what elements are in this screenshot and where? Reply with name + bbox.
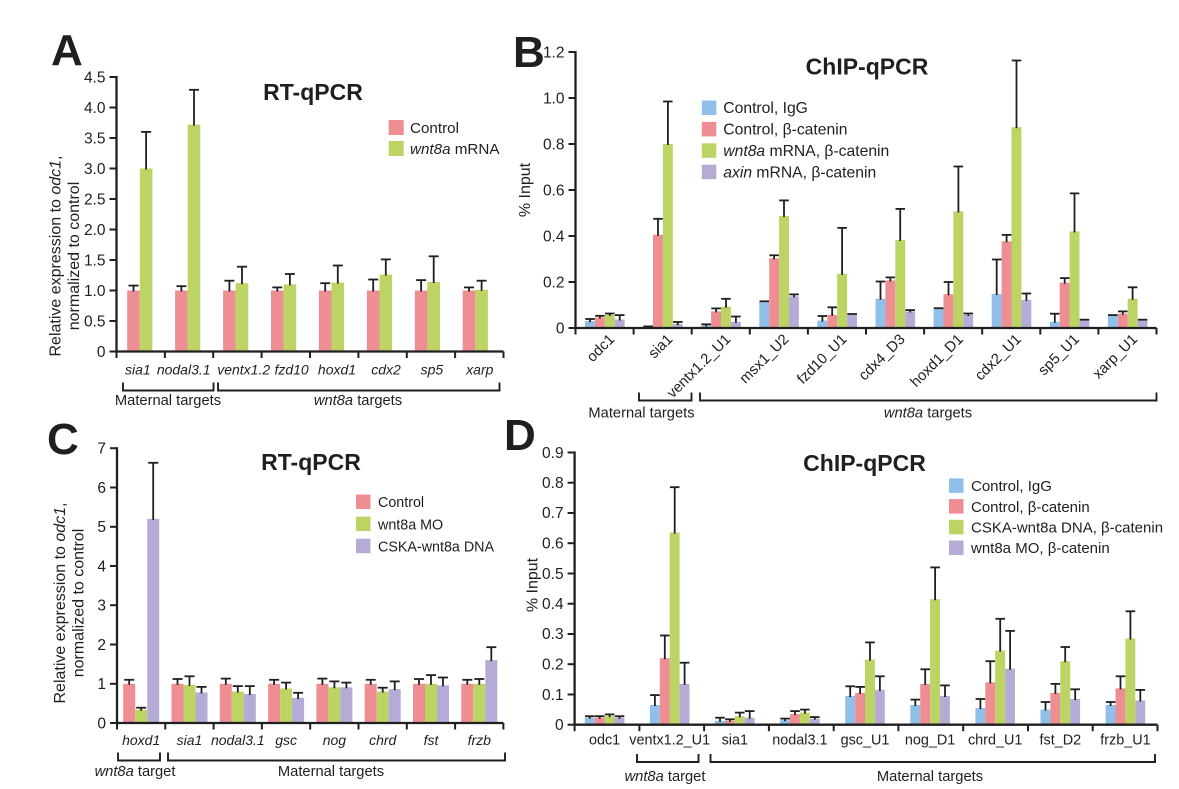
svg-text:wnt8a mRNA: wnt8a mRNA <box>410 141 500 158</box>
svg-text:0.7: 0.7 <box>542 505 564 522</box>
svg-text:0: 0 <box>556 320 565 337</box>
svg-text:wnt8a MO, β-catenin: wnt8a MO, β-catenin <box>970 540 1110 557</box>
svg-text:1.5: 1.5 <box>84 252 106 269</box>
svg-text:0: 0 <box>97 344 106 361</box>
svg-text:wnt8a target: wnt8a target <box>95 764 176 780</box>
svg-text:chrd_U1: chrd_U1 <box>968 733 1022 749</box>
svg-text:sia1: sia1 <box>722 733 748 749</box>
svg-text:0.2: 0.2 <box>542 657 564 674</box>
svg-text:wnt8a targets: wnt8a targets <box>884 406 972 422</box>
svg-text:ventx1.2: ventx1.2 <box>217 362 270 378</box>
svg-text:2: 2 <box>97 637 106 654</box>
svg-text:wnt8a targets: wnt8a targets <box>314 393 402 409</box>
svg-text:Relative expression to odc1,: Relative expression to odc1, <box>48 155 65 356</box>
svg-text:Control, β-catenin: Control, β-catenin <box>723 122 847 139</box>
svg-text:4.0: 4.0 <box>84 100 106 117</box>
svg-text:nog_D1: nog_D1 <box>905 733 955 749</box>
svg-text:2.0: 2.0 <box>84 222 106 239</box>
svg-text:Relative expression to odc1,: Relative expression to odc1, <box>52 502 69 703</box>
svg-text:nodal3.1: nodal3.1 <box>211 732 265 748</box>
svg-text:fst: fst <box>424 732 440 748</box>
svg-text:wnt8a MO: wnt8a MO <box>377 517 443 533</box>
svg-text:ChIP-qPCR: ChIP-qPCR <box>806 54 929 80</box>
svg-text:ChIP-qPCR: ChIP-qPCR <box>803 450 926 476</box>
svg-text:normalized to control: normalized to control <box>66 182 83 331</box>
svg-text:Control, IgG: Control, IgG <box>723 100 808 117</box>
svg-text:hoxd1: hoxd1 <box>318 362 356 378</box>
svg-text:odc1: odc1 <box>589 733 620 749</box>
svg-text:2.5: 2.5 <box>84 191 106 208</box>
svg-text:nog: nog <box>323 732 347 748</box>
svg-text:sia1: sia1 <box>125 362 151 378</box>
svg-text:0.4: 0.4 <box>543 228 565 245</box>
svg-text:Maternal targets: Maternal targets <box>588 406 694 422</box>
svg-text:0.5: 0.5 <box>542 566 564 583</box>
svg-text:Control, β-catenin: Control, β-catenin <box>971 499 1090 516</box>
svg-text:0.8: 0.8 <box>542 475 564 492</box>
svg-text:fzd10: fzd10 <box>274 362 308 378</box>
svg-text:A: A <box>51 26 83 75</box>
svg-text:0.3: 0.3 <box>542 626 564 643</box>
svg-text:nodal3.1: nodal3.1 <box>157 362 211 378</box>
svg-text:sp5: sp5 <box>421 362 444 378</box>
svg-text:Maternal targets: Maternal targets <box>877 769 983 785</box>
svg-text:0.6: 0.6 <box>543 182 565 199</box>
svg-text:cdx2: cdx2 <box>371 362 401 378</box>
svg-text:1.0: 1.0 <box>84 283 106 300</box>
svg-text:0.8: 0.8 <box>543 136 565 153</box>
svg-text:wnt8a mRNA, β-catenin: wnt8a mRNA, β-catenin <box>723 143 889 160</box>
svg-text:6: 6 <box>97 480 106 497</box>
svg-text:1.2: 1.2 <box>543 44 565 61</box>
svg-text:0: 0 <box>555 717 564 734</box>
svg-text:0.4: 0.4 <box>542 596 564 613</box>
svg-text:C: C <box>47 415 79 464</box>
svg-text:3.5: 3.5 <box>84 130 106 147</box>
svg-text:7: 7 <box>97 441 106 458</box>
svg-text:B: B <box>513 28 545 77</box>
svg-text:nodal3.1: nodal3.1 <box>772 733 827 749</box>
svg-text:% Input: % Input <box>517 162 534 217</box>
svg-text:normalized to control: normalized to control <box>71 529 88 678</box>
svg-text:RT-qPCR: RT-qPCR <box>263 79 363 105</box>
svg-text:0: 0 <box>97 715 106 732</box>
svg-text:fst_D2: fst_D2 <box>1040 733 1082 749</box>
svg-text:0.6: 0.6 <box>542 536 564 553</box>
svg-text:Maternal targets: Maternal targets <box>278 764 384 780</box>
svg-text:Control: Control <box>410 120 459 137</box>
svg-text:frzb_U1: frzb_U1 <box>1100 733 1150 749</box>
svg-text:CSKA-wnt8a DNA: CSKA-wnt8a DNA <box>378 539 494 555</box>
svg-text:CSKA-wnt8a DNA, β-catenin: CSKA-wnt8a DNA, β-catenin <box>971 520 1163 537</box>
svg-text:xarp: xarp <box>465 362 493 378</box>
svg-text:chrd: chrd <box>369 732 397 748</box>
svg-text:gsc_U1: gsc_U1 <box>841 733 890 749</box>
svg-text:hoxd1: hoxd1 <box>122 732 160 748</box>
svg-text:axin mRNA, β-catenin: axin mRNA, β-catenin <box>723 164 876 181</box>
svg-text:Control: Control <box>378 495 424 511</box>
svg-text:3: 3 <box>97 598 106 615</box>
svg-text:0.9: 0.9 <box>542 445 564 462</box>
svg-text:frzb: frzb <box>468 732 492 748</box>
svg-text:4.5: 4.5 <box>84 69 106 86</box>
svg-text:0.5: 0.5 <box>84 313 106 330</box>
svg-text:0.2: 0.2 <box>543 274 565 291</box>
svg-text:Maternal targets: Maternal targets <box>115 393 221 409</box>
svg-text:3.0: 3.0 <box>84 161 106 178</box>
svg-text:wnt8a target: wnt8a target <box>625 769 706 785</box>
svg-text:sia1: sia1 <box>177 732 203 748</box>
svg-text:gsc: gsc <box>275 732 297 748</box>
svg-text:RT-qPCR: RT-qPCR <box>261 449 361 475</box>
svg-text:Control, IgG: Control, IgG <box>971 478 1052 495</box>
svg-text:4: 4 <box>97 558 106 575</box>
svg-text:0.1: 0.1 <box>542 687 564 704</box>
svg-text:D: D <box>504 411 536 460</box>
svg-text:1.0: 1.0 <box>543 90 565 107</box>
svg-text:5: 5 <box>97 519 106 536</box>
svg-text:ventx1.2_U1: ventx1.2_U1 <box>629 733 710 749</box>
svg-text:% Input: % Input <box>525 557 542 612</box>
svg-text:1: 1 <box>97 676 106 693</box>
